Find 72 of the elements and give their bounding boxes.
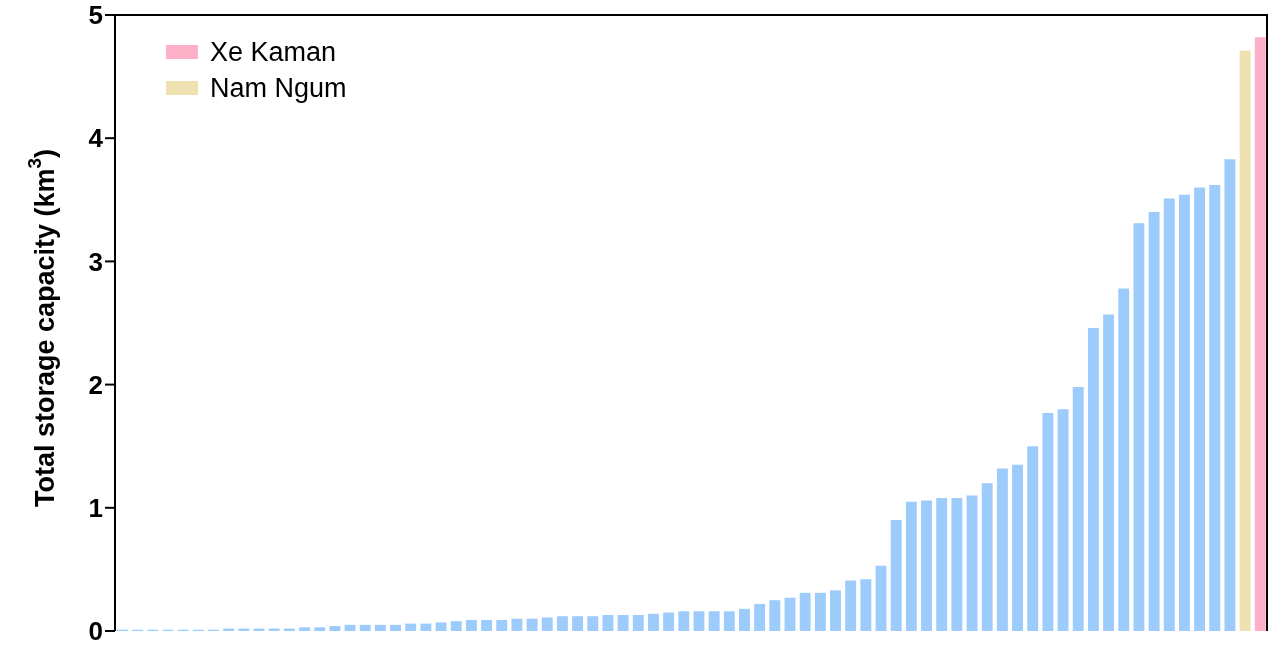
bar [405,623,417,631]
bar [1072,387,1084,631]
bar [1118,288,1130,631]
bar [556,616,568,631]
bar [1103,314,1115,631]
bar [572,616,584,631]
bar [1194,187,1206,631]
bar [1209,185,1221,631]
bar [617,614,629,631]
bar [390,624,401,631]
bar [708,611,720,631]
bar [769,600,781,631]
bar [739,608,750,631]
bar [663,612,675,631]
bar [496,619,508,631]
bar [951,497,963,631]
bar [981,483,993,631]
bar [693,611,705,631]
bar [632,614,644,631]
legend-label: Xe Kaman [210,36,337,68]
bar [678,611,690,631]
y-tick-label: 4 [88,123,104,154]
bar [374,624,386,631]
bar [420,623,432,631]
bar [905,501,917,631]
bar [1239,50,1251,631]
bar [1224,159,1236,631]
bar [936,497,948,631]
bar [1254,37,1266,631]
legend-label: Nam Ngum [210,72,347,104]
bar [1148,212,1160,631]
bar [1087,327,1099,631]
bar [1042,412,1054,631]
y-tick-label: 3 [88,246,103,277]
bar [344,624,356,631]
bar [875,565,887,631]
bar [314,627,326,631]
bar [921,500,932,631]
bar [996,468,1008,631]
bar [541,617,553,631]
y-tick-label: 1 [88,493,103,524]
bar [481,619,493,631]
bar [723,611,735,631]
bar [299,627,310,631]
bar [860,579,872,631]
bar [1133,223,1145,631]
bar [784,597,796,631]
bar [830,590,841,631]
bar [587,616,599,631]
bar [602,614,614,631]
bar [359,624,371,631]
y-tick-label: 0 [88,616,103,645]
bar [754,603,766,631]
bar [1012,464,1024,631]
bar [511,618,523,631]
bar [845,580,857,631]
bar [329,626,341,631]
bar [966,495,978,631]
bar [450,621,462,631]
y-tick-label: 2 [88,369,103,400]
bar [465,619,477,631]
bar [814,592,826,631]
bar [526,618,538,631]
bar [435,622,447,631]
bar [890,520,902,631]
y-tick-label: 5 [88,0,103,31]
bar [1178,194,1190,631]
bar [799,592,811,631]
bar [1163,198,1175,631]
bar [1027,446,1039,631]
bar [647,613,659,631]
bar [1057,409,1069,631]
